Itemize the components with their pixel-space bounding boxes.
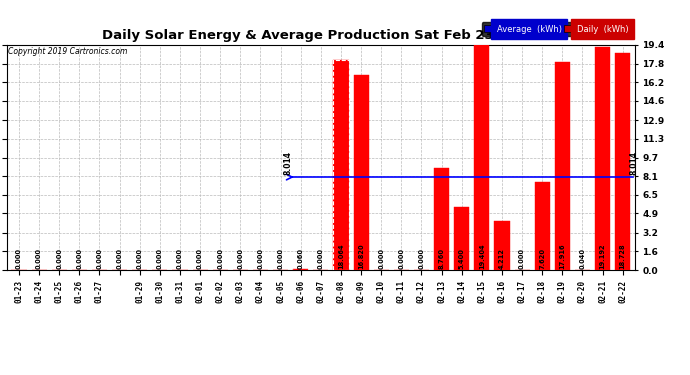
- Text: 7.620: 7.620: [539, 248, 545, 269]
- Text: 0.000: 0.000: [97, 248, 103, 269]
- Text: 17.916: 17.916: [560, 244, 565, 269]
- Text: 19.192: 19.192: [600, 244, 606, 269]
- Text: 0.000: 0.000: [277, 248, 284, 269]
- Text: 0.000: 0.000: [157, 248, 163, 269]
- Bar: [353, 75, 368, 270]
- Text: 0.000: 0.000: [16, 248, 22, 269]
- Text: 0.000: 0.000: [137, 248, 143, 269]
- Text: 8.014: 8.014: [283, 152, 292, 176]
- Text: 0.060: 0.060: [297, 248, 304, 269]
- Text: 0.000: 0.000: [56, 248, 62, 269]
- Bar: [293, 269, 308, 270]
- Text: 8.014: 8.014: [629, 152, 638, 176]
- Text: 16.820: 16.820: [358, 244, 364, 269]
- Text: 0.000: 0.000: [177, 248, 183, 269]
- Bar: [555, 62, 570, 270]
- Text: 4.212: 4.212: [499, 248, 505, 269]
- Bar: [495, 221, 509, 270]
- Bar: [615, 53, 630, 270]
- Text: 0.000: 0.000: [197, 248, 203, 269]
- Text: 5.400: 5.400: [459, 249, 465, 269]
- Bar: [333, 60, 348, 270]
- Text: 19.404: 19.404: [479, 244, 485, 269]
- Text: 0.000: 0.000: [398, 248, 404, 269]
- Text: 0.000: 0.000: [519, 248, 525, 269]
- Bar: [434, 168, 449, 270]
- Bar: [333, 60, 348, 270]
- Text: 0.000: 0.000: [318, 248, 324, 269]
- Text: 0.000: 0.000: [117, 248, 123, 269]
- Text: 18.728: 18.728: [620, 244, 626, 269]
- Text: 0.000: 0.000: [77, 248, 82, 269]
- Text: 8.760: 8.760: [439, 248, 444, 269]
- Bar: [454, 207, 469, 270]
- Bar: [474, 45, 489, 270]
- Text: 0.000: 0.000: [378, 248, 384, 269]
- Text: 0.000: 0.000: [36, 248, 42, 269]
- Text: 0.000: 0.000: [237, 248, 244, 269]
- Bar: [293, 267, 308, 270]
- Text: Copyright 2019 Cartronics.com: Copyright 2019 Cartronics.com: [8, 47, 128, 56]
- Text: 0.040: 0.040: [580, 248, 586, 269]
- Text: 0.000: 0.000: [418, 248, 424, 269]
- Legend: Average  (kWh), Daily  (kWh): Average (kWh), Daily (kWh): [482, 22, 631, 36]
- Bar: [535, 182, 550, 270]
- Title: Daily Solar Energy & Average Production Sat Feb 23 17:19: Daily Solar Energy & Average Production …: [101, 30, 540, 42]
- Bar: [595, 47, 610, 270]
- Text: 0.000: 0.000: [257, 248, 264, 269]
- Text: 0.000: 0.000: [217, 248, 224, 269]
- Text: 18.064: 18.064: [338, 244, 344, 269]
